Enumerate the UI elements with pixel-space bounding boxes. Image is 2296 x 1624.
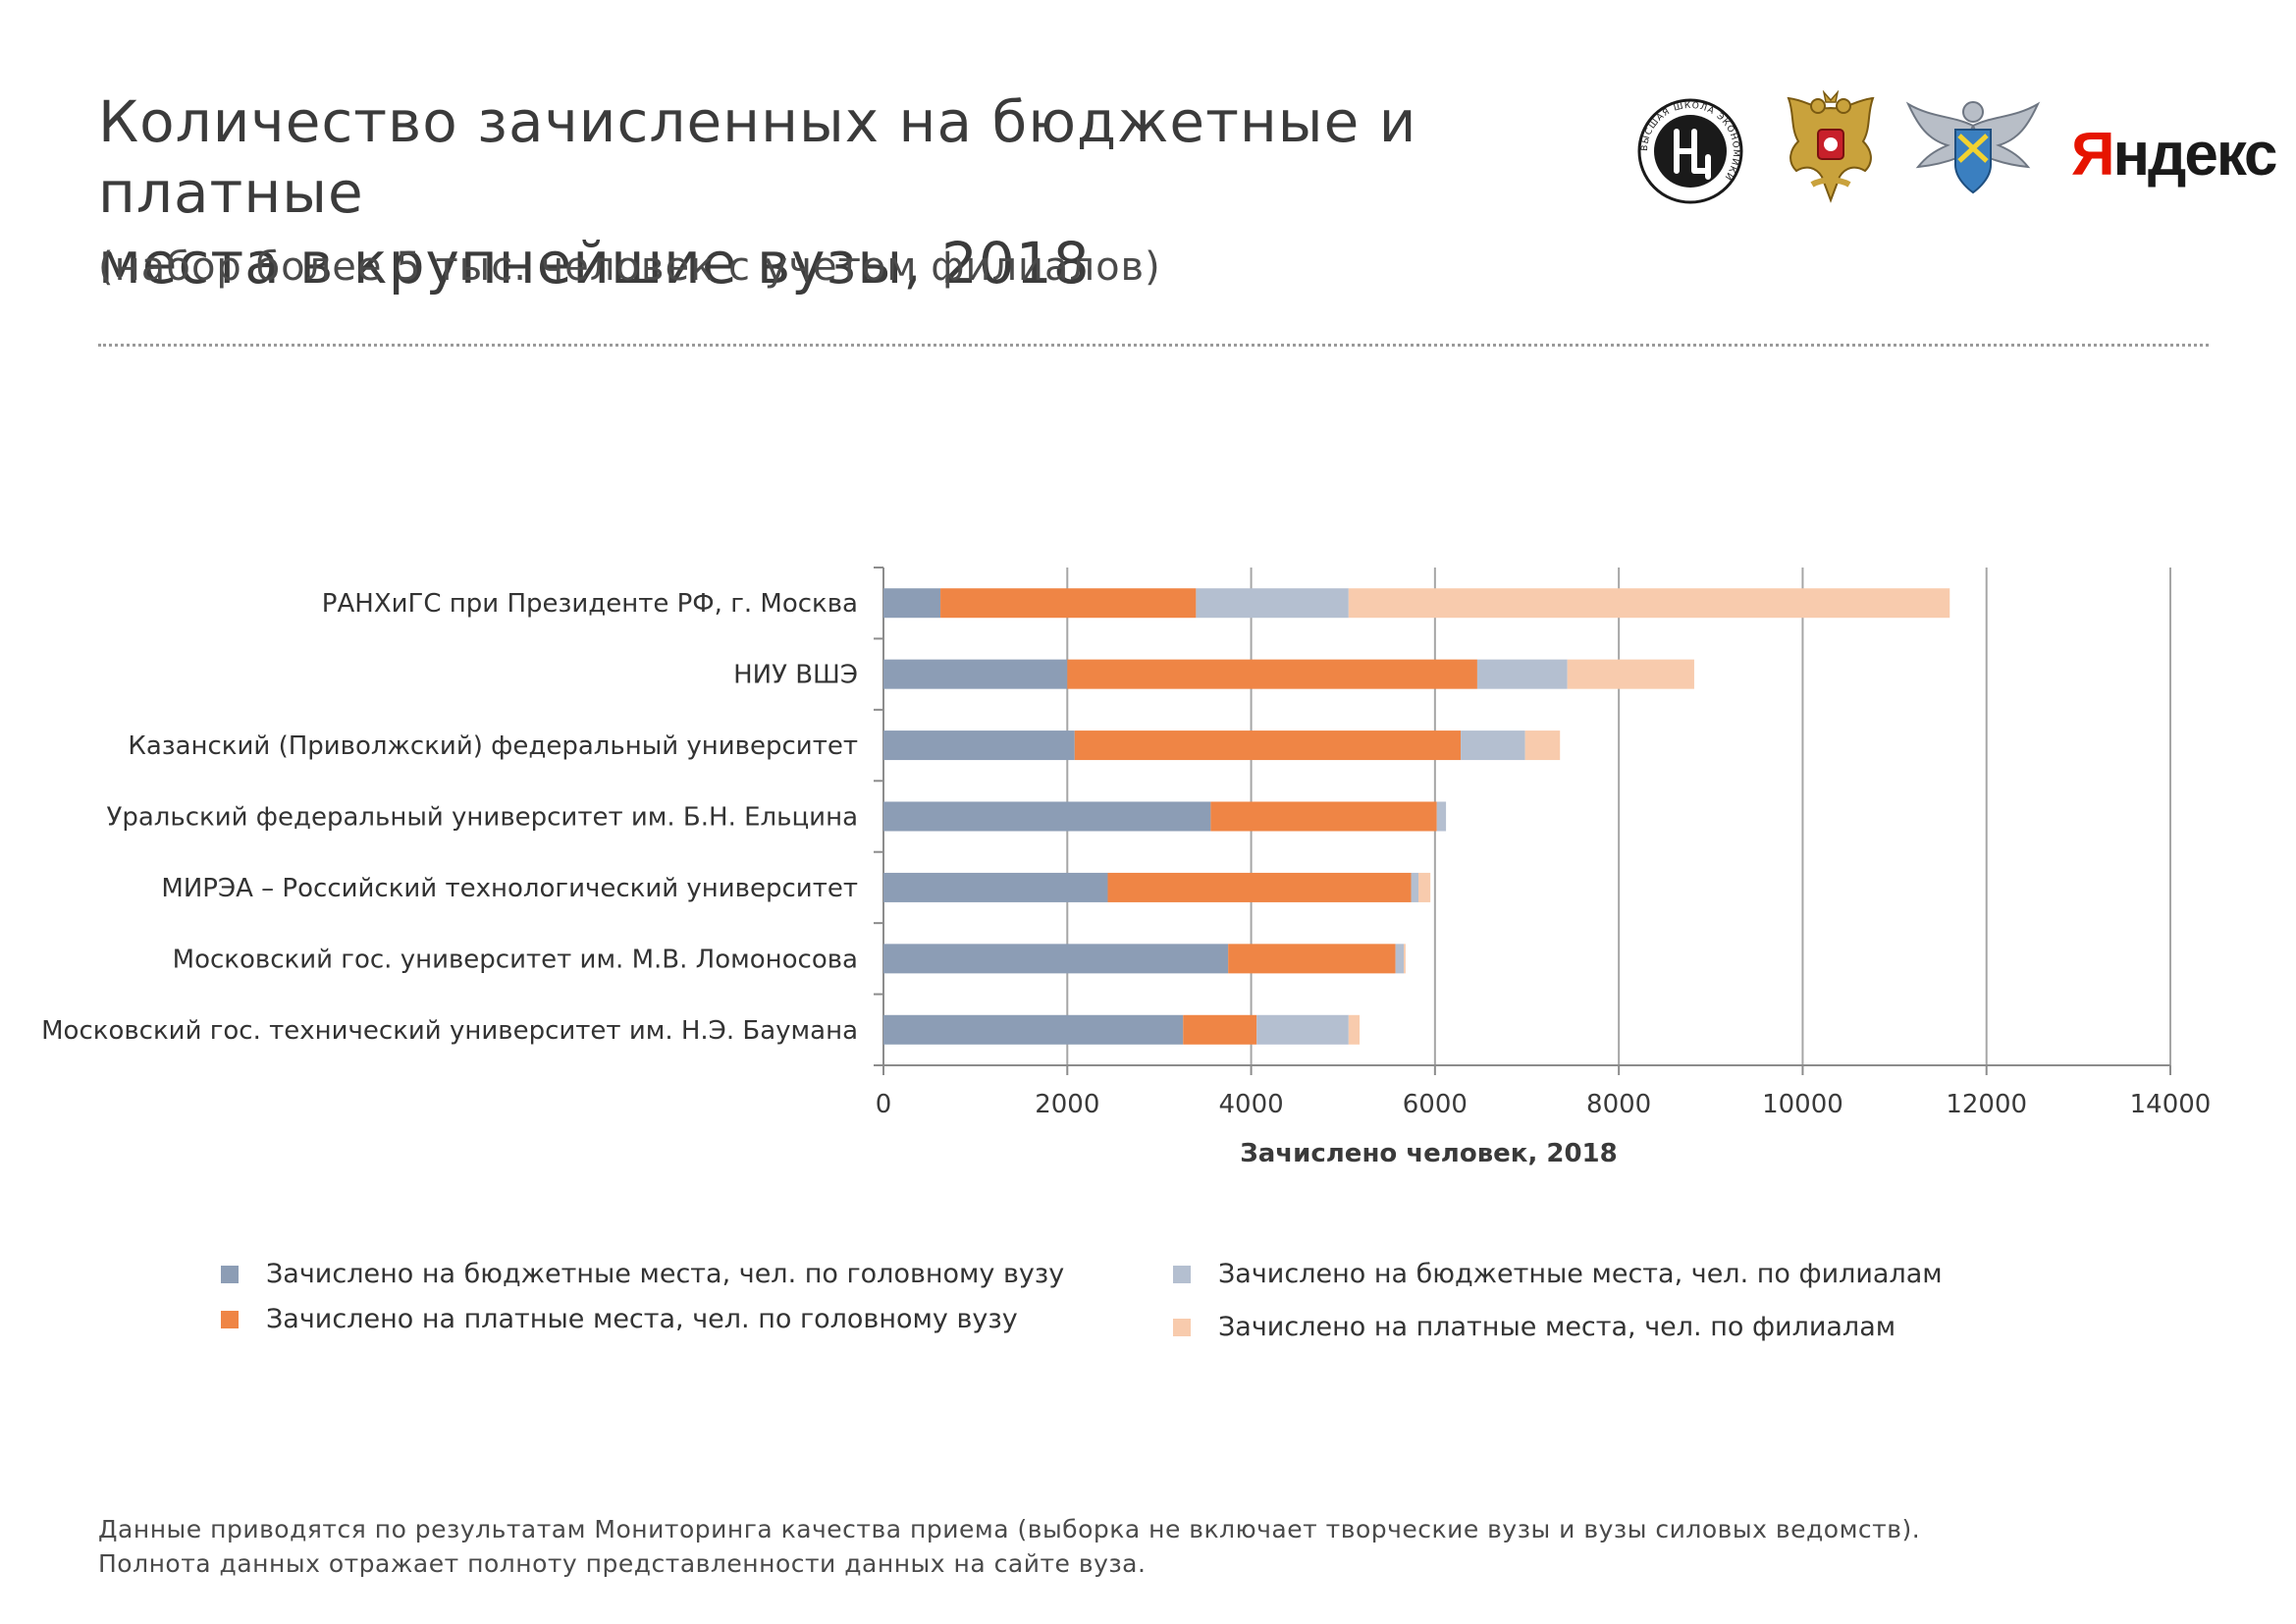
legend-item-paid-branches: Зачислено на платные места, чел. по фили…: [1173, 1312, 1896, 1342]
bar-segment: [1418, 872, 1431, 902]
legend-item-budget-branches: Зачислено на бюджетные места, чел. по фи…: [1173, 1259, 1943, 1289]
x-tick-label: 0: [876, 1090, 892, 1119]
bar-segment: [1395, 944, 1405, 974]
x-tick-label: 10000: [1762, 1090, 1843, 1119]
bar-segment: [1524, 731, 1561, 761]
bar-segment: [1074, 731, 1462, 761]
bar-segment: [883, 659, 1068, 689]
x-tick-label: 2000: [1035, 1090, 1099, 1119]
bar-segment: [1461, 731, 1525, 761]
header-divider: [98, 344, 2209, 347]
bar-segment: [1476, 659, 1568, 689]
category-label: Уральский федеральный университет им. Б.…: [106, 803, 858, 833]
category-label: РАНХиГС при Президенте РФ, г. Москва: [322, 589, 858, 619]
footnote-line-1: Данные приводятся по результатам Монитор…: [98, 1515, 1921, 1543]
russian-eagle-emblem-icon: [1777, 90, 1885, 208]
bar-segment: [1228, 944, 1396, 974]
yandex-logo-first-letter: Я: [2071, 121, 2115, 189]
bar-segment: [1348, 588, 1950, 619]
category-label: МИРЭА – Российский технологический униве…: [161, 874, 858, 903]
bar-segment: [883, 801, 1211, 832]
category-label: Московский гос. технический университет …: [41, 1016, 858, 1046]
winged-shield-emblem-icon: [1904, 96, 2042, 204]
hse-logo-icon: ВЫСШАЯ ШКОЛА ЭКОНОМИКИ: [1637, 98, 1743, 204]
bar-segment: [940, 588, 1197, 619]
legend-label: Зачислено на платные места, чел. по голо…: [266, 1304, 1018, 1334]
bar-segment: [1196, 588, 1349, 619]
legend-label: Зачислено на платные места, чел. по фили…: [1218, 1312, 1896, 1342]
legend-label: Зачислено на бюджетные места, чел. по го…: [266, 1259, 1065, 1289]
page-title-line-2: места в крупнейшие вузы, 2018: [98, 230, 1091, 297]
x-tick-label: 6000: [1403, 1090, 1468, 1119]
bar-segment: [883, 872, 1108, 902]
category-label: НИУ ВШЭ: [733, 661, 858, 690]
footnote: Данные приводятся по результатам Монитор…: [98, 1512, 1920, 1581]
legend-swatch: [1173, 1265, 1191, 1283]
bar-segment: [1256, 1014, 1349, 1045]
bar-segment: [883, 944, 1229, 974]
bar-segment: [1183, 1014, 1257, 1045]
bar-segment: [883, 588, 941, 619]
x-tick-label: 12000: [1946, 1090, 2027, 1119]
bar-segment: [1404, 944, 1406, 974]
bar-segment: [1436, 801, 1447, 832]
category-label: Казанский (Приволжский) федеральный унив…: [128, 731, 858, 761]
legend-swatch: [221, 1265, 239, 1283]
bar-segment: [1107, 872, 1412, 902]
legend-swatch: [1173, 1318, 1191, 1336]
bar-segment: [1067, 659, 1477, 689]
bar-segment: [1567, 659, 1694, 689]
x-tick-label: 8000: [1586, 1090, 1651, 1119]
footnote-line-2: Полнота данных отражает полноту представ…: [98, 1549, 1147, 1578]
legend-label: Зачислено на бюджетные места, чел. по фи…: [1218, 1259, 1943, 1289]
x-tick-label: 4000: [1218, 1090, 1283, 1119]
category-label: Московский гос. университет им. М.В. Лом…: [173, 945, 858, 974]
legend-swatch: [221, 1310, 239, 1328]
bar-segment: [1210, 801, 1437, 832]
chart-legend: Зачислено на бюджетные места, чел. по го…: [0, 1257, 2296, 1384]
page-title-line-1: Количество зачисленных на бюджетные и пл…: [98, 88, 1417, 226]
legend-item-paid-main: Зачислено на платные места, чел. по голо…: [221, 1304, 1018, 1334]
page-subtitle: (набор более 5 тыс. человек с учетом фил…: [98, 244, 1161, 290]
logo-strip: ВЫСШАЯ ШКОЛА ЭКОНОМИКИ Яндекс: [1629, 90, 2278, 216]
x-axis-title: Зачислено человек, 2018: [1240, 1139, 1617, 1168]
yandex-logo: Яндекс: [2071, 120, 2278, 189]
enrollment-bar-chart: 0 2000 4000 6000 8000 10000 12000 14000 Зачислен…: [41, 567, 2212, 1168]
yandex-logo-rest: ндекс: [2112, 121, 2278, 189]
bar-segment: [883, 731, 1075, 761]
page-title: Количество зачисленных на бюджетные и пл…: [98, 86, 1571, 298]
bar-segment: [1348, 1014, 1361, 1045]
x-tick-label: 14000: [2130, 1090, 2212, 1119]
bar-segment: [883, 1014, 1184, 1045]
legend-item-budget-main: Зачислено на бюджетные места, чел. по го…: [221, 1259, 1064, 1289]
bar-segment: [1411, 872, 1419, 902]
